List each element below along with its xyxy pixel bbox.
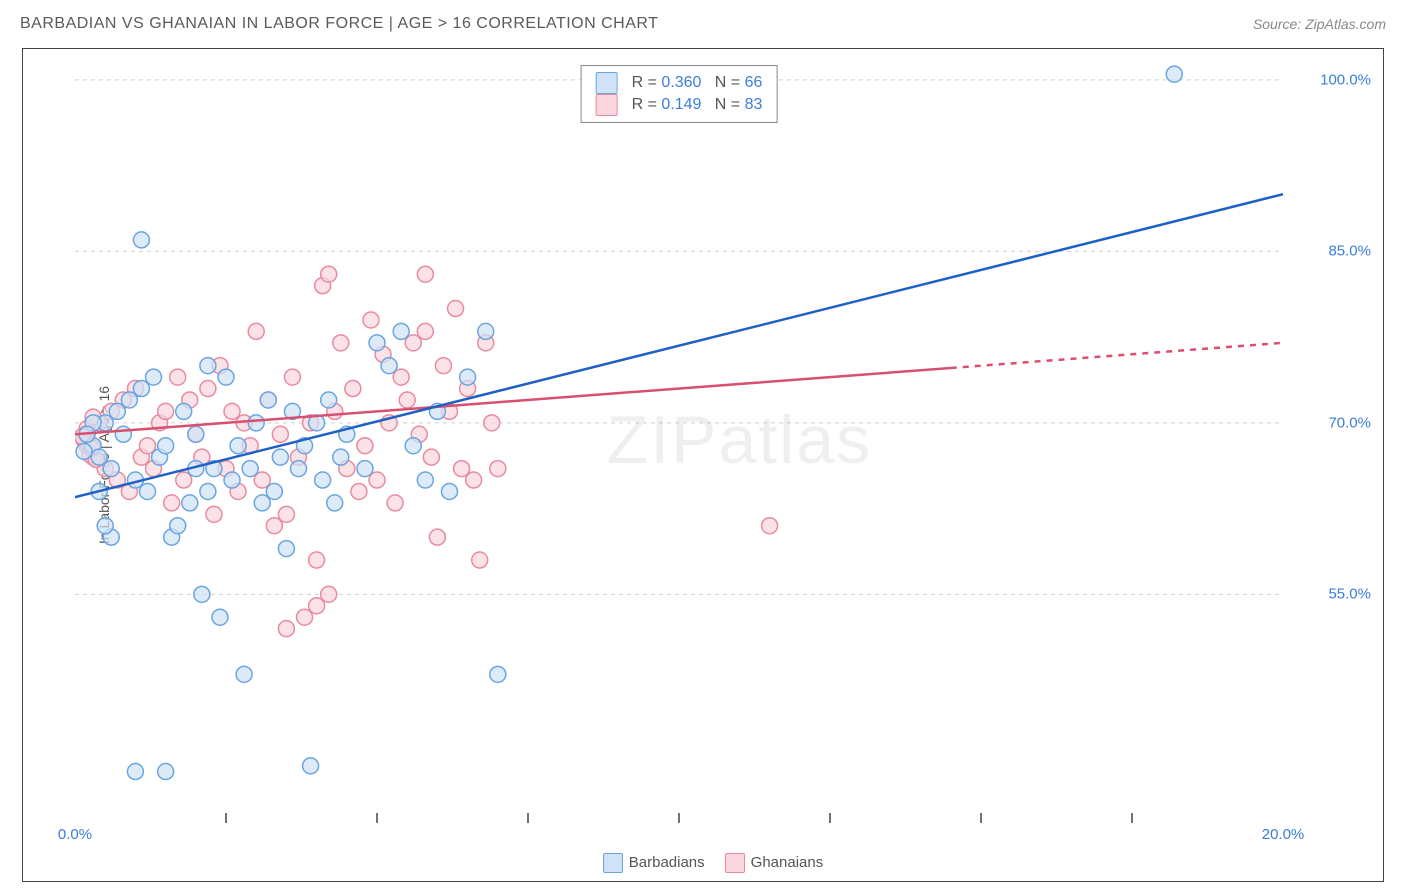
legend-swatch (725, 853, 745, 873)
y-tick-label: 85.0% (1328, 243, 1371, 260)
stat-row: R = 0.149 N = 83 (596, 94, 763, 116)
x-tick-label: 0.0% (58, 826, 92, 843)
r-value: 0.360 (661, 74, 701, 91)
n-label: N = (701, 96, 744, 113)
r-label: R = (632, 74, 662, 91)
n-label: N = (701, 74, 744, 91)
stat-swatch (596, 72, 618, 94)
legend-swatch (603, 853, 623, 873)
stats-legend: R = 0.360 N = 66R = 0.149 N = 83 (581, 65, 778, 123)
r-value: 0.149 (661, 96, 701, 113)
stat-swatch (596, 94, 618, 116)
y-tick-label: 100.0% (1320, 71, 1371, 88)
chart-title: BARBADIAN VS GHANAIAN IN LABOR FORCE | A… (20, 15, 658, 33)
legend-label: Barbadians (629, 854, 705, 871)
chart-svg (75, 57, 1283, 823)
source-prefix: Source: (1253, 16, 1305, 32)
plot-area: ZIPatlas R = 0.360 N = 66R = 0.149 N = 8… (75, 57, 1283, 823)
series-legend: Barbadians Ghanaians (23, 853, 1383, 873)
stat-row: R = 0.360 N = 66 (596, 72, 763, 94)
n-value: 66 (745, 74, 763, 91)
x-tick-label: 20.0% (1262, 826, 1305, 843)
source-name: ZipAtlas.com (1305, 16, 1386, 32)
legend-label: Ghanaians (751, 854, 824, 871)
y-tick-label: 70.0% (1328, 414, 1371, 431)
n-value: 83 (745, 96, 763, 113)
y-tick-label: 55.0% (1328, 586, 1371, 603)
chart-container: In Labor Force | Age > 16 ZIPatlas R = 0… (22, 48, 1384, 882)
r-label: R = (632, 96, 662, 113)
source-attribution: Source: ZipAtlas.com (1253, 16, 1386, 32)
chart-header: BARBADIAN VS GHANAIAN IN LABOR FORCE | A… (0, 0, 1406, 48)
